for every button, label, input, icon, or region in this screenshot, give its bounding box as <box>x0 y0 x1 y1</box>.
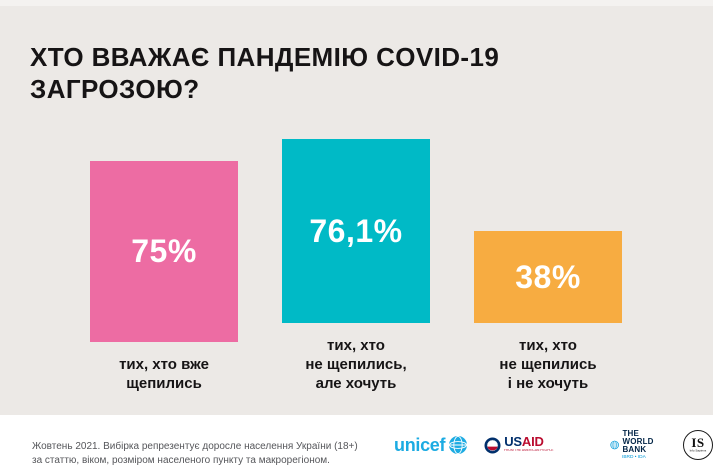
worldbank-name-text: THE WORLD BANK <box>622 428 654 454</box>
bar-chart: 75% тих, хто вже щепились 76,1% тих, хто не щ… <box>90 139 622 393</box>
bar-2: 76,1% <box>282 139 430 323</box>
worldbank-globe-icon <box>610 440 620 450</box>
footer-bar: Жовтень 2021. Вибірка репрезентує доросл… <box>0 415 713 475</box>
bar-track: 38% <box>474 139 622 323</box>
bar-category-label: тих, хто не щепились, але хочуть <box>305 337 407 392</box>
infosapiens-logo: IS Info Sapiens <box>683 430 713 460</box>
infosapiens-is-text: IS <box>691 435 705 450</box>
bar-value-label: 76,1% <box>309 212 403 249</box>
bar-category-label: тих, хто не щепились і не хочуть <box>499 337 597 392</box>
worldbank-wordmark: THE WORLD BANK IBRD • IDA <box>622 428 667 461</box>
bar-value-label: 38% <box>515 258 581 295</box>
bar-group: 75% тих, хто вже щепились <box>90 158 238 393</box>
usaid-seal-icon <box>484 437 501 453</box>
bar-group: 38% тих, хто не щепились і не хочуть <box>474 139 622 393</box>
page-title: ХТО ВВАЖАЄ ПАНДЕМІЮ COVID-19 ЗАГРОЗОЮ? <box>30 42 500 105</box>
infosapiens-circle: IS Info Sapiens <box>683 430 713 460</box>
usaid-tagline: FROM THE AMERICAN PEOPLE <box>504 449 554 453</box>
bar-value-label: 75% <box>131 233 197 269</box>
worldbank-subtext: IBRD • IDA <box>622 454 647 460</box>
bar-group: 76,1% тих, хто не щепились, але хочуть <box>282 139 430 393</box>
bar-category-label: тих, хто вже щепились <box>119 356 209 392</box>
worldbank-logo: THE WORLD BANK IBRD • IDA <box>610 428 667 461</box>
bar-1: 75% <box>90 161 238 342</box>
partner-logos: unicef USAID <box>394 415 713 475</box>
top-edge-highlight <box>0 0 713 6</box>
usaid-logo: USAID FROM THE AMERICAN PEOPLE <box>484 435 594 455</box>
usaid-aid-text: AID <box>521 434 544 449</box>
unicef-wordmark: unicef <box>394 434 446 455</box>
unicef-logo: unicef <box>394 435 468 456</box>
usaid-wordmark: USAID FROM THE AMERICAN PEOPLE <box>504 435 594 455</box>
bar-track: 75% <box>90 158 238 342</box>
methodology-note: Жовтень 2021. Вибірка репрезентує доросл… <box>32 441 358 466</box>
bar-3: 38% <box>474 231 622 323</box>
usaid-us-text: US <box>504 434 522 449</box>
bar-track: 76,1% <box>282 139 430 323</box>
unicef-globe-icon <box>449 435 468 455</box>
infosapiens-subtext: Info Sapiens <box>689 449 707 453</box>
